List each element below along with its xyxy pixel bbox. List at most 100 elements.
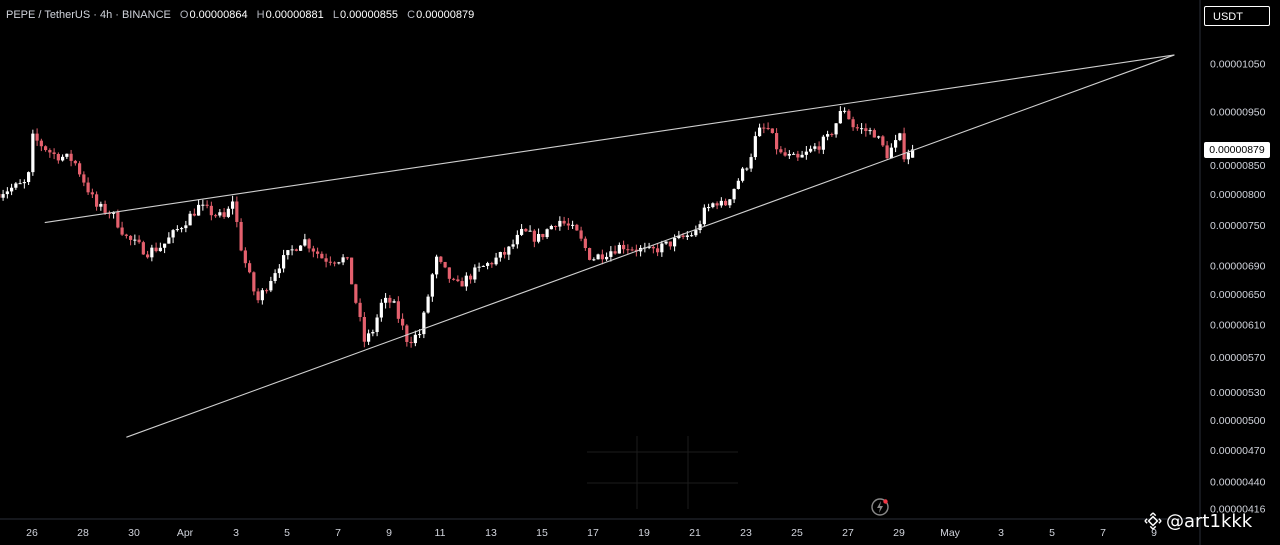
candle-body (316, 251, 320, 254)
candle (52, 148, 56, 160)
candle (498, 251, 502, 262)
candle-body (753, 136, 757, 158)
candle (770, 128, 774, 134)
candle (911, 144, 915, 158)
x-tick-label: 11 (435, 527, 446, 539)
candle (532, 229, 536, 248)
price-axis[interactable]: 0.00001050 0.00000950 0.00000850 0.00000800… (1210, 59, 1266, 516)
candle (324, 253, 328, 268)
candle-body (409, 341, 413, 344)
candle (792, 152, 796, 155)
candle (537, 228, 541, 244)
candle (775, 128, 779, 155)
candle-body (201, 204, 205, 206)
candle (367, 329, 371, 346)
candle (303, 233, 307, 247)
candle (843, 107, 847, 114)
y-tick-label: 0.00000440 (1210, 477, 1266, 489)
candle-body (575, 224, 579, 231)
y-tick-label: 0.00000416 (1210, 504, 1266, 516)
lightning-icon[interactable] (870, 497, 890, 517)
x-tick-label: 9 (1151, 527, 1157, 539)
trendline-lower[interactable] (126, 54, 1175, 438)
candle (486, 261, 490, 270)
currency-selector-button[interactable]: USDT (1204, 6, 1270, 26)
candle (626, 244, 630, 255)
candle-body (651, 246, 655, 249)
candle-body (150, 247, 154, 258)
candle-body (889, 147, 893, 159)
candle (358, 298, 362, 322)
candle-body (792, 153, 796, 155)
candle (273, 269, 277, 284)
candle-body (214, 215, 218, 217)
candle (711, 202, 715, 209)
candle (724, 198, 728, 207)
candle (188, 210, 192, 226)
candle-body (248, 263, 252, 273)
candle (503, 247, 507, 259)
candle (439, 255, 443, 264)
symbol-title[interactable]: PEPE / TetherUS · 4h · BINANCE (6, 9, 171, 21)
candle-body (545, 229, 549, 238)
candle-body (609, 251, 613, 257)
candle-body (804, 151, 808, 155)
candle (707, 203, 711, 212)
y-tick-label: 0.00000750 (1210, 220, 1266, 232)
candle-body (779, 149, 783, 153)
candle-body (299, 245, 303, 251)
candle-body (52, 152, 56, 155)
candle (749, 153, 753, 172)
candle-body (146, 254, 150, 258)
candle (435, 254, 439, 279)
candle-body (681, 235, 685, 237)
candle (103, 200, 107, 215)
candle (65, 153, 69, 159)
time-axis[interactable]: 26 28 30 Apr 3 5 7 9 11 13 15 17 19 21 23 25 27 29 May 3 5 7 9 (26, 527, 1157, 539)
candle-body (838, 110, 842, 124)
candle-body (617, 244, 621, 254)
candle (133, 234, 137, 246)
candle-body (307, 239, 311, 249)
candle-body (116, 211, 120, 228)
candle-body (31, 133, 35, 173)
y-tick-label: 0.00000800 (1210, 189, 1266, 201)
candle (847, 109, 851, 120)
candle-body (796, 153, 800, 158)
candle-body (358, 302, 362, 318)
candle-body (188, 213, 192, 226)
candle-body (821, 136, 825, 150)
watermark-handle: @art1kkk (1166, 511, 1253, 532)
y-tick-label: 0.00000470 (1210, 445, 1266, 457)
candle (311, 245, 315, 258)
trendline-upper[interactable] (44, 54, 1175, 224)
candle-body (881, 136, 885, 146)
candle-body (877, 136, 881, 138)
candle (269, 276, 273, 293)
candle-body (371, 331, 375, 334)
candle-body (418, 334, 422, 336)
trendline-layer[interactable] (44, 54, 1175, 438)
candle (192, 208, 196, 217)
candle-body (677, 235, 681, 239)
x-tick-label: 5 (1049, 527, 1055, 539)
candle-body (532, 230, 536, 242)
candle (558, 216, 562, 231)
candle-body (137, 239, 141, 243)
candle-body (766, 127, 770, 129)
candle-body (69, 153, 73, 161)
candle (651, 245, 655, 254)
candle (31, 129, 35, 176)
candle (753, 131, 757, 160)
candle (698, 220, 702, 234)
candle (609, 246, 613, 262)
candle-body (664, 241, 668, 244)
candle (741, 166, 745, 183)
candle-body (872, 130, 876, 138)
candle-body (864, 128, 868, 131)
candle-body (324, 258, 328, 262)
candle-body (180, 228, 184, 230)
x-tick-label: 21 (689, 527, 701, 539)
candle-body (719, 200, 723, 206)
